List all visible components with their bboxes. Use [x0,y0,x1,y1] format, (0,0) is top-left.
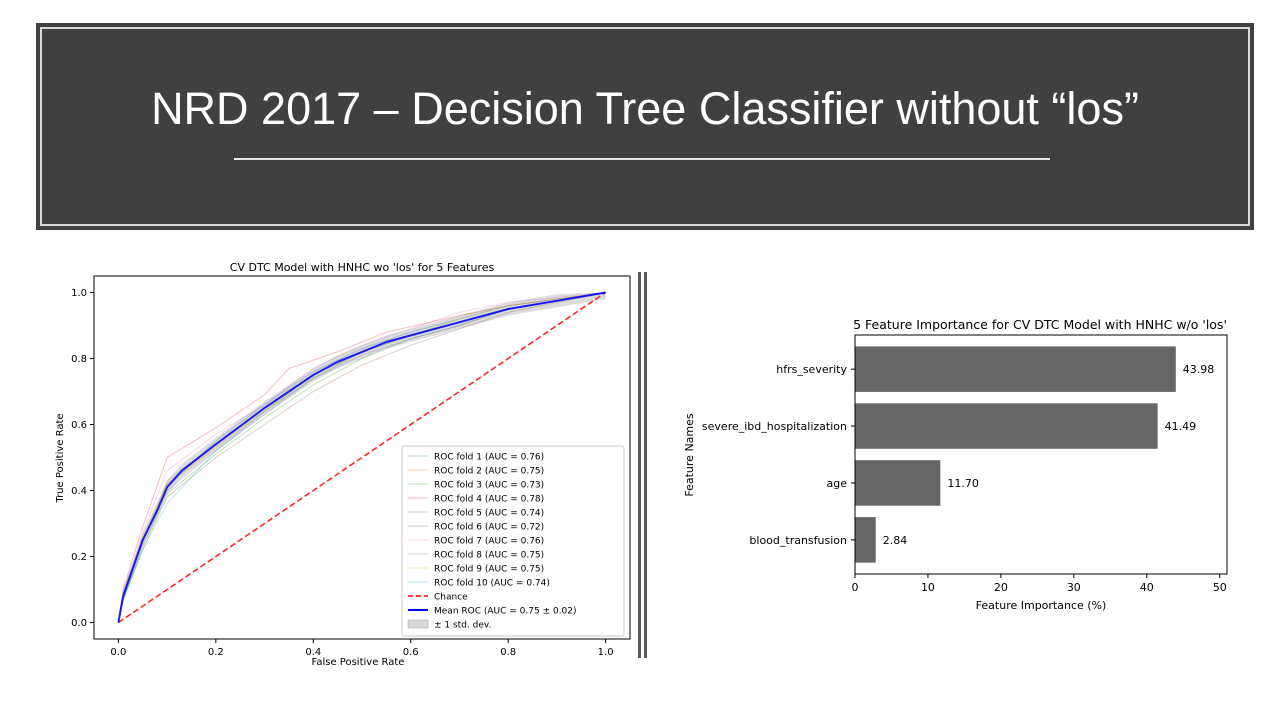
roc-legend-label: ROC fold 5 (AUC = 0.74) [434,509,544,519]
title-banner: NRD 2017 – Decision Tree Classifier with… [36,23,1254,230]
roc-plot-frame [93,275,631,640]
roc-x-tick-label: 1.0 [598,647,614,658]
roc-chart-title: CV DTC Model with HNHC wo 'los' for 5 Fe… [230,261,495,274]
roc-y-tick-label: 0.2 [71,552,87,563]
fi-category-label: blood_transfusion [749,534,847,547]
roc-legend-label: ROC fold 2 (AUC = 0.75) [434,467,544,477]
feature-importance-chart: 5 Feature Importance for CV DTC Model wi… [683,317,1228,612]
fi-x-tick-label: 20 [994,581,1008,594]
fi-value-label: 43.98 [1183,363,1215,376]
roc-y-tick-label: 0.4 [71,486,87,497]
roc-legend-label: ROC fold 6 (AUC = 0.72) [434,523,544,533]
roc-y-tick-label: 0.0 [71,618,87,629]
roc-std-band [118,292,606,623]
fi-x-tick-label: 30 [1067,581,1081,594]
fi-category-label: severe_ibd_hospitalization [702,420,847,433]
fi-category-label: age [827,477,848,490]
fi-category-label: hfrs_severity [776,363,847,376]
vertical-divider-right [644,272,647,658]
roc-y-tick-label: 0.8 [71,354,87,365]
roc-legend: ROC fold 1 (AUC = 0.76) ROC fold 2 (AUC =… [401,445,625,637]
roc-y-tick-label: 1.0 [71,288,87,299]
fi-bar [855,517,876,563]
roc-legend-label: ROC fold 4 (AUC = 0.78) [434,495,544,505]
fi-plot-frame [854,334,1228,575]
roc-x-tick-label: 0.6 [403,647,419,658]
roc-legend-label: ± 1 std. dev. [434,621,491,631]
roc-legend-swatch [407,619,429,629]
fi-y-axis-label: Feature Names [683,413,696,497]
roc-mean-line [117,291,606,623]
roc-fold-line-4 [117,292,606,623]
fi-x-tick-label: 50 [1213,581,1227,594]
roc-legend-label: Mean ROC (AUC = 0.75 ± 0.02) [434,607,577,617]
fi-bars: hfrs_severity 43.98 severe_ibd_hospitaliza… [702,346,1215,563]
roc-y-axis-label: True Positive Rate [55,413,66,503]
fi-x-ticks: 0 10 20 30 40 50 [852,574,1227,594]
title-underline [234,158,1050,160]
roc-x-axis-label: False Positive Rate [312,657,405,668]
roc-chance-line [117,291,607,624]
slide-title: NRD 2017 – Decision Tree Classifier with… [151,83,1139,134]
roc-legend-label: ROC fold 8 (AUC = 0.75) [434,551,544,561]
roc-legend-label: ROC fold 7 (AUC = 0.76) [434,537,544,547]
roc-legend-label: Chance [434,593,468,603]
fi-x-tick-label: 40 [1140,581,1154,594]
roc-legend-label: ROC fold 9 (AUC = 0.75) [434,565,544,575]
fi-x-tick-label: 10 [921,581,935,594]
roc-chart: CV DTC Model with HNHC wo 'los' for 5 Fe… [55,261,631,668]
roc-std-band-layer [118,292,606,623]
roc-x-ticks: 0.0 0.2 0.4 0.6 0.8 1.0 [110,639,614,658]
roc-fold-line-6 [117,292,606,623]
roc-y-ticks: 0.0 0.2 0.4 0.6 0.8 1.0 [71,288,94,629]
roc-fold-line-3 [117,292,606,623]
fi-value-label: 41.49 [1165,420,1197,433]
fi-bar [855,403,1158,449]
fi-value-label: 2.84 [883,534,908,547]
fi-value-label: 11.70 [947,477,979,490]
roc-y-tick-label: 0.6 [71,420,87,431]
fi-x-axis-label: Feature Importance (%) [976,599,1107,612]
roc-x-tick-label: 0.8 [500,647,516,658]
vertical-divider-left [638,272,641,658]
roc-legend-label: ROC fold 10 (AUC = 0.74) [434,579,550,589]
roc-x-tick-label: 0.4 [305,647,321,658]
fi-bar [855,346,1176,392]
roc-main-lines [117,291,607,624]
roc-legend-label: ROC fold 1 (AUC = 0.76) [434,453,544,463]
roc-fold-line-7 [117,292,606,623]
banner-frame [40,27,1250,226]
roc-x-tick-label: 0.2 [208,647,224,658]
fi-bar [855,460,941,506]
fi-chart-title: 5 Feature Importance for CV DTC Model wi… [853,317,1227,332]
roc-legend-label: ROC fold 3 (AUC = 0.73) [434,481,544,491]
roc-legend-box [401,445,625,637]
roc-x-tick-label: 0.0 [110,647,126,658]
fi-x-tick-label: 0 [852,581,859,594]
